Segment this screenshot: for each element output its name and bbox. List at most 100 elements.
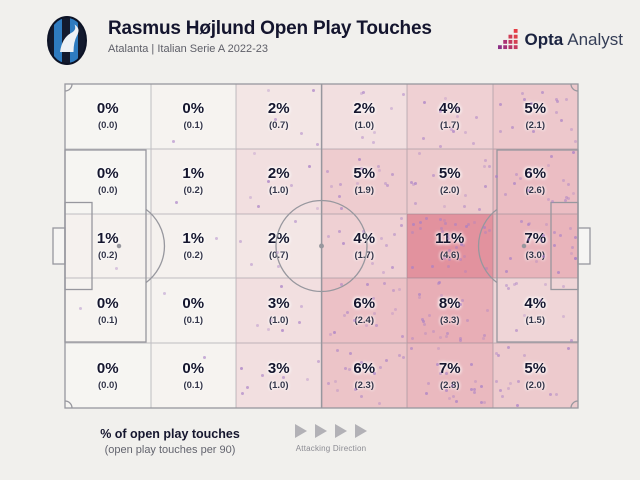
zone-grid: 0% (0.0) 0% (0.1) 2% (0.7) 2% (1.0) 4% (1.7) 5% (2.… [65,84,578,408]
legend-subtitle: (open play touches per 90) [104,444,236,456]
zone-pct: 3% [267,359,290,377]
brand-opta: Opta [524,29,564,49]
zone-pct: 5% [438,165,461,183]
header: Rasmus Højlund Open Play Touches Atalant… [0,0,640,78]
zone-pct: 0% [96,100,119,118]
attacking-direction-label: Attacking Direction [295,444,367,453]
zone-per90: (2.0) [525,379,546,391]
atalanta-crest-icon [47,16,87,65]
zone-pct: 5% [524,359,547,377]
zone-cell: 3% (1.0) [236,278,322,344]
zone-pct: 5% [353,165,376,183]
opta-analyst-logo: Opta Analyst [497,29,623,50]
opta-squares-icon [497,29,518,50]
zone-cell: 2% (0.7) [236,213,322,279]
zone-pct: 4% [438,100,461,118]
zone-per90: (1.0) [268,185,289,197]
zone-per90: (0.0) [97,120,118,132]
zone-cell: 5% (2.1) [492,84,578,149]
zone-per90: (3.3) [439,314,460,326]
zone-cell: 0% (0.1) [150,343,236,408]
zone-cell: 11% (4.6) [407,213,493,279]
zone-per90: (2.6) [525,185,546,197]
zone-per90: (2.1) [525,120,546,132]
zone-per90: (0.0) [97,185,118,197]
zone-pct: 6% [524,165,547,183]
zone-per90: (3.0) [525,249,546,261]
zone-per90: (2.4) [354,314,375,326]
zone-cell: 6% (2.3) [321,343,407,408]
zone-per90: (1.7) [439,120,460,132]
zone-pct: 0% [96,359,119,377]
zone-cell: 5% (2.0) [492,343,578,408]
zone-pct: 6% [353,294,376,312]
zone-cell: 7% (2.8) [407,343,493,408]
zone-per90: (2.3) [354,379,375,391]
zone-per90: (0.1) [97,314,118,326]
right-goal [577,227,591,265]
zone-pct: 1% [182,229,205,247]
zone-pct: 1% [96,229,119,247]
zone-cell: 2% (1.0) [236,148,322,214]
zone-pct: 4% [353,229,376,247]
zone-pct: 2% [267,100,290,118]
attacking-direction: Attacking Direction [283,424,379,453]
arrow-right-icon [315,424,327,438]
zone-per90: (1.7) [354,249,375,261]
zone-cell: 5% (1.9) [321,148,407,214]
title-block: Rasmus Højlund Open Play Touches Atalant… [108,18,432,55]
zone-pct: 5% [524,100,547,118]
zone-cell: 1% (0.2) [150,148,236,214]
zone-per90: (2.8) [439,379,460,391]
zone-cell: 6% (2.6) [492,148,578,214]
zone-per90: (0.1) [183,314,204,326]
zone-pct: 6% [353,359,376,377]
zone-per90: (1.9) [354,185,375,197]
zone-cell: 0% (0.0) [65,84,151,149]
page-subtitle: Atalanta | Italian Serie A 2022-23 [108,43,269,55]
atalanta-crest-logo [47,16,87,65]
zone-cell: 4% (1.5) [492,278,578,344]
zone-pct: 0% [182,294,205,312]
page-title: Rasmus Højlund Open Play Touches [108,18,432,39]
legend: % of open play touches (open play touche… [60,427,280,456]
zone-pct: 11% [435,229,465,247]
zone-pct: 0% [182,359,205,377]
zone-per90: (1.0) [268,314,289,326]
brand-text: Opta Analyst [525,30,623,50]
zone-per90: (0.7) [268,249,289,261]
arrow-right-icon [295,424,307,438]
legend-title: % of open play touches [100,427,240,441]
zone-per90: (1.0) [354,120,375,132]
zone-per90: (1.0) [268,379,289,391]
zone-pct: 0% [96,294,119,312]
zone-per90: (0.1) [183,120,204,132]
zone-cell: 2% (0.7) [236,84,322,149]
pitch-heatmap: 0% (0.0) 0% (0.1) 2% (0.7) 2% (1.0) 4% (1.7) 5% (2.… [52,83,591,409]
zone-pct: 7% [438,359,461,377]
zone-cell: 0% (0.0) [65,343,151,408]
attacking-direction-arrows [283,424,379,438]
zone-pct: 1% [182,165,205,183]
zone-cell: 6% (2.4) [321,278,407,344]
zone-per90: (0.2) [183,249,204,261]
zone-cell: 2% (1.0) [321,84,407,149]
arrow-right-icon [355,424,367,438]
zone-cell: 3% (1.0) [236,343,322,408]
brand-analyst: Analyst [567,29,623,49]
zone-pct: 0% [96,165,119,183]
zone-per90: (0.2) [183,185,204,197]
zone-cell: 0% (0.1) [65,278,151,344]
zone-cell: 0% (0.1) [150,84,236,149]
zone-cell: 7% (3.0) [492,213,578,279]
zone-pct: 2% [267,165,290,183]
zone-cell: 4% (1.7) [407,84,493,149]
zone-pct: 8% [438,294,461,312]
zone-cell: 5% (2.0) [407,148,493,214]
zone-per90: (0.7) [268,120,289,132]
zone-per90: (1.5) [525,314,546,326]
arrow-right-icon [335,424,347,438]
zone-pct: 0% [182,100,205,118]
zone-cell: 4% (1.7) [321,213,407,279]
zone-cell: 1% (0.2) [65,213,151,279]
